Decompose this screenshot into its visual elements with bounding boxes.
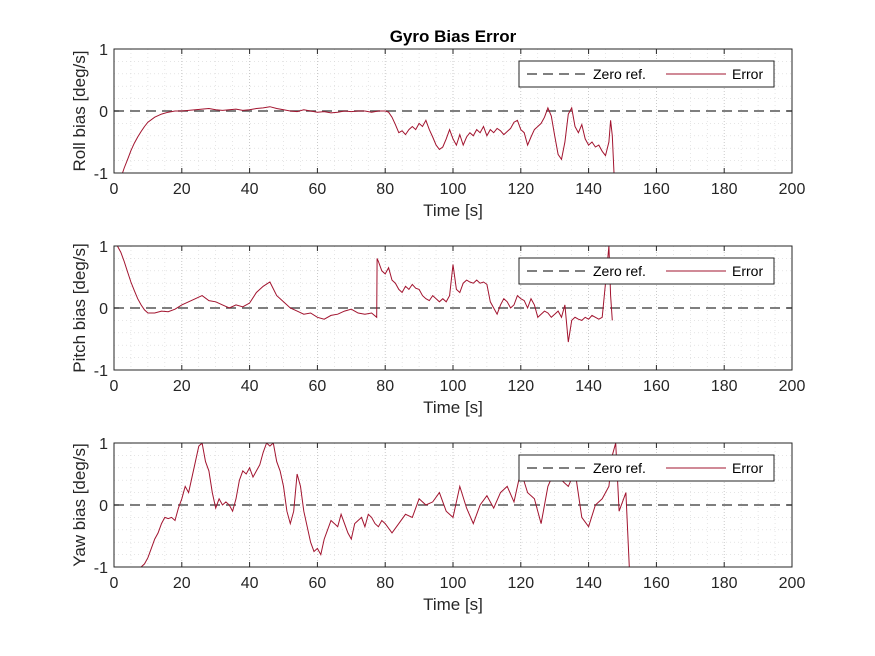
pitch-x-tick-label: 160 (643, 378, 670, 395)
yaw-x-axis-label: Time [s] (423, 595, 483, 614)
pitch-x-tick-label: 40 (241, 378, 259, 395)
yaw-x-tick-label: 180 (711, 575, 738, 592)
roll-x-tick-label: 200 (779, 181, 806, 198)
roll-legend-error-label: Error (732, 66, 763, 82)
pitch-x-tick-label: 180 (711, 378, 738, 395)
yaw-x-tick-label: 160 (643, 575, 670, 592)
roll-x-tick-label: 80 (376, 181, 394, 198)
yaw-y-tick-label: 0 (99, 498, 108, 515)
pitch-y-tick-label: 0 (99, 301, 108, 318)
pitch-x-tick-label: 20 (173, 378, 191, 395)
roll-x-tick-label: 100 (440, 181, 467, 198)
yaw-x-tick-label: 80 (376, 575, 394, 592)
yaw-legend-error-label: Error (732, 460, 763, 476)
pitch-legend-error-label: Error (732, 263, 763, 279)
pitch-legend-zero-ref-label: Zero ref. (593, 263, 646, 279)
roll-y-tick-label: 0 (99, 104, 108, 121)
pitch-y-tick-label: -1 (94, 363, 108, 380)
roll-x-tick-label: 140 (575, 181, 602, 198)
roll-legend-zero-ref-label: Zero ref. (593, 66, 646, 82)
pitch-error-series (116, 246, 613, 343)
roll-x-tick-label: 60 (309, 181, 327, 198)
roll-y-tick-label: 1 (99, 42, 108, 59)
roll-x-tick-label: 40 (241, 181, 259, 198)
yaw-y-tick-label: -1 (94, 560, 108, 577)
roll-legend: Zero ref. Error (518, 60, 775, 88)
roll-error-series (122, 106, 615, 173)
chart-title: Gyro Bias Error (390, 27, 517, 46)
yaw-x-tick-label: 0 (110, 575, 119, 592)
yaw-legend: Zero ref. Error (518, 454, 775, 482)
pitch-x-tick-label: 200 (779, 378, 806, 395)
roll-x-tick-label: 120 (507, 181, 534, 198)
yaw-x-tick-label: 200 (779, 575, 806, 592)
yaw-y-tick-label: 1 (99, 436, 108, 453)
yaw-x-tick-label: 140 (575, 575, 602, 592)
pitch-x-tick-label: 120 (507, 378, 534, 395)
yaw-x-tick-label: 120 (507, 575, 534, 592)
roll-x-axis-label: Time [s] (423, 201, 483, 220)
yaw-x-tick-label: 60 (309, 575, 327, 592)
yaw-x-tick-label: 100 (440, 575, 467, 592)
roll-y-axis-label: Roll bias [deg/s] (70, 51, 89, 172)
yaw-legend-zero-ref-label: Zero ref. (593, 460, 646, 476)
roll-x-tick-label: 20 (173, 181, 191, 198)
yaw-error-series (140, 443, 630, 567)
roll-y-tick-label: -1 (94, 166, 108, 183)
pitch-x-tick-label: 80 (376, 378, 394, 395)
roll-x-tick-label: 160 (643, 181, 670, 198)
pitch-y-axis-label: Pitch bias [deg/s] (70, 243, 89, 372)
yaw-x-tick-label: 40 (241, 575, 259, 592)
yaw-y-axis-label: Yaw bias [deg/s] (70, 443, 89, 566)
pitch-y-tick-label: 1 (99, 239, 108, 256)
pitch-x-tick-label: 60 (309, 378, 327, 395)
roll-x-tick-label: 0 (110, 181, 119, 198)
pitch-x-tick-label: 0 (110, 378, 119, 395)
pitch-x-tick-label: 100 (440, 378, 467, 395)
pitch-x-tick-label: 140 (575, 378, 602, 395)
yaw-x-tick-label: 20 (173, 575, 191, 592)
roll-x-tick-label: 180 (711, 181, 738, 198)
pitch-x-axis-label: Time [s] (423, 398, 483, 417)
pitch-legend: Zero ref. Error (518, 257, 775, 285)
